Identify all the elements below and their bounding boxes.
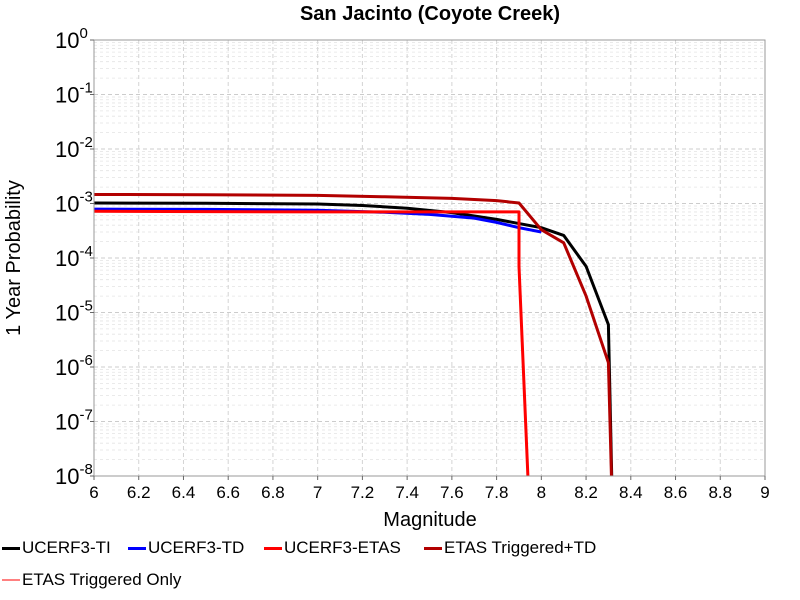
x-tick-label: 8 <box>537 483 546 502</box>
x-tick-label: 6.8 <box>261 483 285 502</box>
y-tick-label: 10-4 <box>55 243 93 271</box>
chart-legend: UCERF3-TI UCERF3-TD UCERF3-ETAS ETAS Trigge… <box>0 536 800 600</box>
plot-lines <box>94 193 614 476</box>
x-tick-label: 7.8 <box>485 483 509 502</box>
x-axis-label: Magnitude <box>383 509 476 531</box>
x-tick-label: 6.6 <box>216 483 240 502</box>
x-tick-label: 6.2 <box>127 483 151 502</box>
x-tick-label: 7 <box>313 483 322 502</box>
x-tick-label: 8.8 <box>708 483 732 502</box>
x-tick-label: 6 <box>89 483 98 502</box>
chart-background <box>0 0 800 536</box>
series-line-etas-triggered-td <box>94 193 613 476</box>
legend-label: UCERF3-TI <box>22 538 111 557</box>
x-tick-label: 9 <box>760 483 769 502</box>
x-tick-label: 6.4 <box>172 483 196 502</box>
legend-swatch <box>424 546 442 550</box>
legend-label: UCERF3-TD <box>148 538 245 557</box>
x-axis-ticks: 6 6.2 6.4 6.6 6.8 7 7.2 7.4 7.6 7.8 8 8.2 8.4 8.6 8.8 9 <box>89 476 770 502</box>
x-tick-label: 8.4 <box>619 483 643 502</box>
x-tick-label: 7.2 <box>351 483 375 502</box>
legend-item: UCERF3-TI <box>2 538 111 558</box>
x-tick-label: 7.4 <box>395 483 419 502</box>
x-tick-label: 7.6 <box>440 483 464 502</box>
y-tick-label: 10-7 <box>55 407 93 435</box>
y-axis-ticks: 100 10-1 10-2 10-3 10-4 10-5 10-6 10-7 10-8 <box>55 25 94 489</box>
legend-swatch <box>264 546 282 550</box>
y-axis-label: 1 Year Probability <box>3 180 25 336</box>
legend-item: ETAS Triggered Only <box>2 570 181 590</box>
x-tick-label: 8.2 <box>574 483 598 502</box>
grid-minor <box>94 42 765 460</box>
legend-swatch <box>2 546 20 550</box>
legend-swatch <box>128 546 146 550</box>
chart-title: San Jacinto (Coyote Creek) <box>300 3 560 25</box>
chart-canvas: San Jacinto (Coyote Creek) 6 6.2 6.4 6.6 6.8… <box>0 0 800 536</box>
y-tick-label: 10-8 <box>55 461 93 489</box>
legend-item: UCERF3-ETAS <box>264 538 401 558</box>
y-tick-label: 10-2 <box>55 134 93 162</box>
legend-item: UCERF3-TD <box>128 538 244 558</box>
legend-swatch <box>2 579 20 581</box>
y-tick-label: 10-5 <box>55 298 93 326</box>
y-tick-label: 10-1 <box>55 80 93 108</box>
series-line-ucerf3-etas <box>94 209 530 476</box>
legend-label: ETAS Triggered+TD <box>444 538 597 557</box>
x-tick-label: 8.6 <box>664 483 688 502</box>
series-line-ucerf3-ti <box>94 201 614 476</box>
legend-label: ETAS Triggered Only <box>22 570 182 589</box>
y-tick-label: 10-6 <box>55 352 93 380</box>
y-tick-label: 10-3 <box>55 189 93 217</box>
legend-item: ETAS Triggered+TD <box>424 538 596 558</box>
series-line-ucerf3-td <box>94 207 542 234</box>
legend-label: UCERF3-ETAS <box>284 538 401 557</box>
y-tick-label: 100 <box>55 25 88 53</box>
